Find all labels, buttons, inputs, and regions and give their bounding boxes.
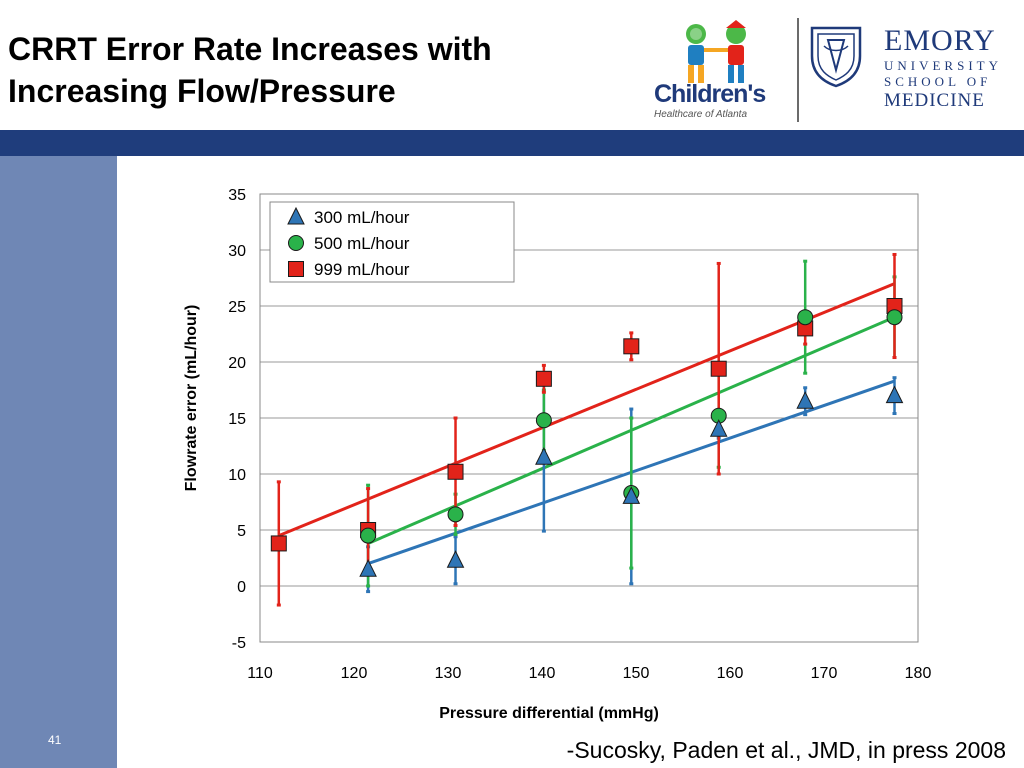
emory-logo-line3: SCHOOL OF bbox=[884, 74, 992, 89]
childrens-logo-name: Children's bbox=[654, 80, 766, 108]
emory-logo-line4: MEDICINE bbox=[884, 90, 985, 111]
legend-label: 999 mL/hour bbox=[314, 260, 410, 279]
square-marker bbox=[447, 463, 464, 480]
square-marker bbox=[535, 370, 552, 387]
triangle-marker bbox=[535, 447, 553, 465]
logo-divider bbox=[797, 18, 799, 122]
triangle-marker bbox=[622, 486, 641, 504]
y-tick-label: 20 bbox=[228, 355, 246, 372]
x-tick-label: 160 bbox=[717, 665, 744, 682]
triangle-marker bbox=[796, 391, 815, 409]
triangle-marker bbox=[287, 206, 305, 225]
emory-logo-line2: UNIVERSITY bbox=[884, 58, 1002, 73]
y-tick-label: 25 bbox=[228, 299, 246, 316]
y-tick-label: 15 bbox=[228, 411, 246, 428]
trendline bbox=[278, 282, 896, 537]
emory-logo-text: EMORY UNIVERSITY SCHOOL OF MEDICINE bbox=[884, 24, 1004, 112]
triangle-marker bbox=[446, 550, 465, 568]
x-tick-label: 180 bbox=[905, 665, 932, 682]
x-tick-label: 120 bbox=[341, 665, 368, 682]
x-tick-label: 150 bbox=[623, 665, 650, 682]
square-marker bbox=[623, 338, 640, 355]
y-axis-title: Flowrate error (mL/hour) bbox=[183, 305, 200, 492]
y-tick-label: 35 bbox=[228, 187, 246, 204]
circle-marker bbox=[360, 527, 377, 544]
header-bar bbox=[0, 130, 1024, 156]
marker-layer bbox=[270, 298, 904, 577]
circle-marker bbox=[797, 309, 814, 326]
circle-marker bbox=[886, 309, 903, 326]
tick-label-layer: -5 0 5 10 15 20 25 30 35 110 120 130 140 150 160 170 180 bbox=[228, 187, 931, 682]
x-tick-label: 130 bbox=[435, 665, 462, 682]
y-tick-label: 0 bbox=[237, 579, 246, 596]
legend: 300 mL/hour 500 mL/hour 999 mL/hour bbox=[269, 201, 515, 283]
side-bar bbox=[0, 156, 117, 768]
childrens-healthcare-logo-icon bbox=[686, 20, 746, 83]
square-marker bbox=[270, 535, 287, 552]
y-tick-label: 30 bbox=[228, 243, 246, 260]
circle-marker bbox=[535, 412, 552, 429]
slide-title-line1: CRRT Error Rate Increases with bbox=[8, 31, 492, 67]
x-tick-label: 170 bbox=[811, 665, 838, 682]
x-tick-label: 110 bbox=[247, 665, 273, 682]
error-bar-layer bbox=[276, 252, 897, 607]
y-tick-label: -5 bbox=[232, 635, 246, 652]
legend-label: 300 mL/hour bbox=[314, 208, 410, 227]
square-marker bbox=[288, 261, 304, 277]
slide-title-line2: Increasing Flow/Pressure bbox=[8, 73, 396, 109]
legend-label: 500 mL/hour bbox=[314, 234, 410, 253]
slide-number: 41 bbox=[48, 733, 62, 747]
emory-shield-icon bbox=[810, 26, 862, 88]
x-tick-label: 140 bbox=[529, 665, 556, 682]
circle-marker bbox=[447, 506, 464, 523]
triangle-marker bbox=[885, 385, 904, 404]
y-tick-label: 5 bbox=[237, 523, 246, 540]
legend-box bbox=[269, 201, 515, 283]
flowrate-error-chart: -5 0 5 10 15 20 25 30 35 110 120 130 140 150 160 170 180… bbox=[183, 187, 931, 722]
circle-marker bbox=[288, 235, 304, 251]
slide-title: CRRT Error Rate Increases with Increasin… bbox=[8, 28, 608, 112]
childrens-logo-subtitle: Healthcare of Atlanta bbox=[654, 109, 748, 120]
y-tick-label: 10 bbox=[228, 467, 246, 484]
triangle-marker bbox=[709, 419, 728, 437]
emory-logo-line1: EMORY bbox=[884, 24, 996, 57]
citation: -Sucosky, Paden et al., JMD, in press 20… bbox=[566, 737, 1006, 763]
square-marker bbox=[710, 360, 727, 377]
x-axis-title: Pressure differential (mmHg) bbox=[439, 705, 659, 722]
plot-frame bbox=[259, 193, 919, 643]
triangle-marker bbox=[359, 559, 377, 577]
logo-area: Children's Healthcare of Atlanta EMORY U… bbox=[640, 10, 1020, 128]
